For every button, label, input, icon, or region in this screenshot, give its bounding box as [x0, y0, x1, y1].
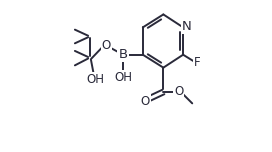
Text: O: O: [141, 95, 150, 108]
Text: B: B: [119, 48, 128, 61]
Text: OH: OH: [86, 73, 104, 86]
Text: OH: OH: [114, 71, 132, 84]
Text: F: F: [193, 56, 200, 69]
Text: O: O: [174, 85, 183, 98]
Text: O: O: [102, 39, 111, 52]
Text: N: N: [182, 20, 192, 33]
